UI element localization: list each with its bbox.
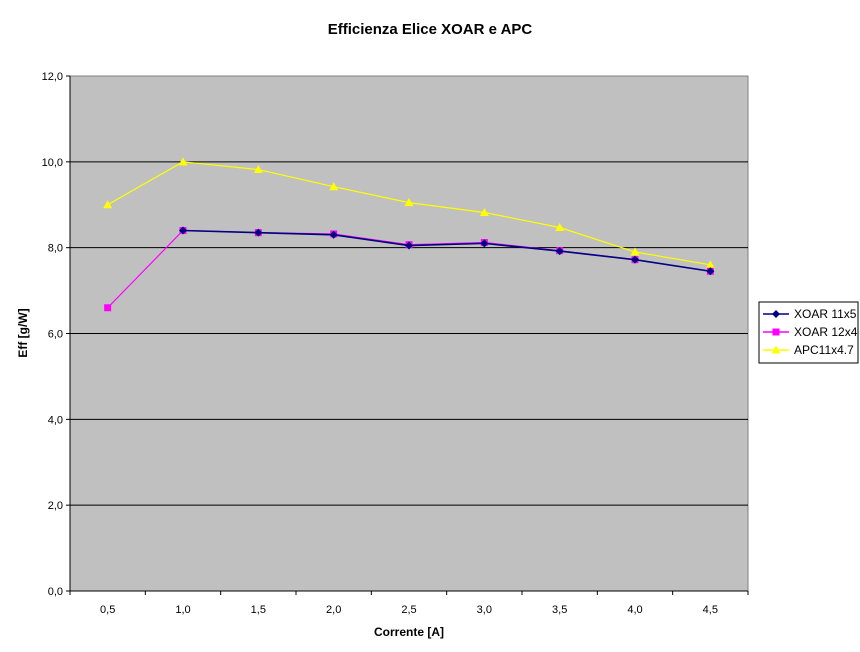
- series-line: [182, 229, 711, 273]
- legend-swatch-marker: [772, 328, 780, 336]
- data-point: [705, 260, 715, 269]
- legend-item: XOAR 12x4: [763, 325, 858, 339]
- x-tick-label: 3,0: [477, 604, 492, 616]
- x-axis-title: Corrente [A]: [374, 625, 444, 639]
- legend-item: XOAR 11x5: [763, 307, 857, 321]
- x-tick-label: 0,5: [100, 604, 115, 616]
- x-tick-label: 3,5: [552, 604, 567, 616]
- data-point: [555, 247, 564, 256]
- legend-label: XOAR 11x5: [794, 307, 857, 321]
- legend-swatch-marker: [772, 310, 780, 318]
- x-tick-label: 2,5: [401, 604, 416, 616]
- data-point: [179, 226, 187, 235]
- data-point: [178, 157, 188, 166]
- legend-item: APC11x4.7: [763, 343, 854, 357]
- y-tick-label: 0,0: [48, 586, 63, 598]
- x-tick-label: 2,0: [326, 604, 341, 616]
- data-point: [104, 304, 112, 312]
- legend-label: APC11x4.7: [794, 343, 854, 357]
- y-tick-label: 8,0: [48, 243, 63, 255]
- data-point: [555, 222, 565, 231]
- x-tick-label: 4,0: [627, 604, 642, 616]
- legend: XOAR 11x5 XOAR 12x4 APC11x4.7: [758, 301, 859, 364]
- axes: 0,0 2,0 4,0 6,0 8,0 10,0 12,0 0,5 1,0 1,5 2,0 2,5 3,…: [42, 71, 749, 616]
- data-point: [329, 182, 339, 191]
- data-point: [405, 241, 413, 250]
- x-tick-label: 1,5: [251, 604, 266, 616]
- data-point: [254, 228, 263, 237]
- x-tick-label: 4,5: [703, 604, 718, 616]
- data-point: [103, 200, 113, 209]
- data-point: [479, 207, 489, 216]
- legend-swatch-marker: [771, 345, 781, 354]
- series-xoar-11x5: [179, 226, 715, 276]
- y-axis-title: Eff [g/W]: [16, 308, 30, 357]
- y-tick-label: 12,0: [42, 71, 63, 83]
- chart-title: Efficienza Elice XOAR e APC: [328, 21, 533, 38]
- data-point: [480, 239, 489, 248]
- y-tick-label: 4,0: [48, 414, 63, 426]
- data-point: [404, 198, 414, 207]
- data-point: [706, 267, 715, 276]
- series-apc11x4-7: [103, 157, 715, 269]
- y-tick-label: 6,0: [48, 329, 63, 341]
- x-tick-label: 1,0: [175, 604, 190, 616]
- data-point: [631, 255, 639, 264]
- y-tick-label: 10,0: [42, 157, 63, 169]
- data-point: [329, 230, 338, 239]
- series-layer: [103, 157, 715, 312]
- y-tick-label: 2,0: [48, 500, 63, 512]
- data-point: [630, 247, 640, 256]
- legend-label: XOAR 12x4: [794, 325, 858, 339]
- data-point: [253, 165, 263, 174]
